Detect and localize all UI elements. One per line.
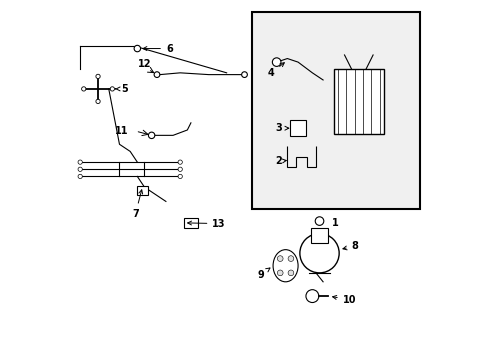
Circle shape bbox=[148, 132, 155, 139]
Point bbox=[334, 67, 340, 71]
Text: 9: 9 bbox=[257, 268, 269, 280]
Point bbox=[343, 67, 348, 71]
Bar bbox=[137, 186, 148, 195]
Point bbox=[351, 131, 357, 136]
Circle shape bbox=[299, 234, 339, 273]
Circle shape bbox=[154, 72, 160, 77]
Circle shape bbox=[134, 45, 140, 52]
Bar bbox=[333, 69, 383, 134]
Circle shape bbox=[81, 87, 86, 91]
Text: 13: 13 bbox=[187, 219, 225, 229]
Circle shape bbox=[178, 160, 182, 164]
Point bbox=[351, 67, 357, 71]
Point bbox=[376, 67, 382, 71]
Circle shape bbox=[277, 270, 283, 276]
Bar bbox=[251, 12, 419, 208]
Text: 6: 6 bbox=[142, 44, 172, 54]
Point bbox=[359, 67, 365, 71]
Point bbox=[334, 131, 340, 136]
Circle shape bbox=[78, 174, 82, 179]
Text: 12: 12 bbox=[138, 59, 151, 69]
Circle shape bbox=[78, 160, 82, 164]
Circle shape bbox=[287, 270, 293, 276]
Text: 4: 4 bbox=[267, 63, 284, 78]
Point bbox=[343, 131, 348, 136]
Point bbox=[367, 67, 373, 71]
Circle shape bbox=[272, 58, 281, 66]
Bar bbox=[183, 217, 198, 228]
Point bbox=[359, 131, 365, 136]
Text: 3: 3 bbox=[275, 123, 288, 133]
Point bbox=[367, 131, 373, 136]
Text: 7: 7 bbox=[132, 190, 142, 219]
Text: 11: 11 bbox=[115, 126, 128, 136]
Bar bbox=[310, 228, 328, 243]
Text: 1: 1 bbox=[331, 218, 338, 228]
Circle shape bbox=[315, 217, 323, 225]
Circle shape bbox=[96, 74, 100, 78]
Circle shape bbox=[178, 174, 182, 179]
Text: 10: 10 bbox=[332, 295, 355, 305]
Ellipse shape bbox=[272, 249, 298, 282]
Text: 5: 5 bbox=[115, 84, 128, 94]
Circle shape bbox=[78, 167, 82, 171]
Text: 8: 8 bbox=[342, 241, 358, 251]
Point bbox=[376, 131, 382, 136]
Text: 2: 2 bbox=[275, 157, 285, 166]
Circle shape bbox=[96, 99, 100, 104]
Circle shape bbox=[178, 167, 182, 171]
Circle shape bbox=[287, 256, 293, 261]
Circle shape bbox=[277, 256, 283, 261]
Bar bbox=[289, 120, 305, 136]
Circle shape bbox=[241, 72, 247, 77]
Circle shape bbox=[110, 87, 114, 91]
Circle shape bbox=[305, 290, 318, 302]
